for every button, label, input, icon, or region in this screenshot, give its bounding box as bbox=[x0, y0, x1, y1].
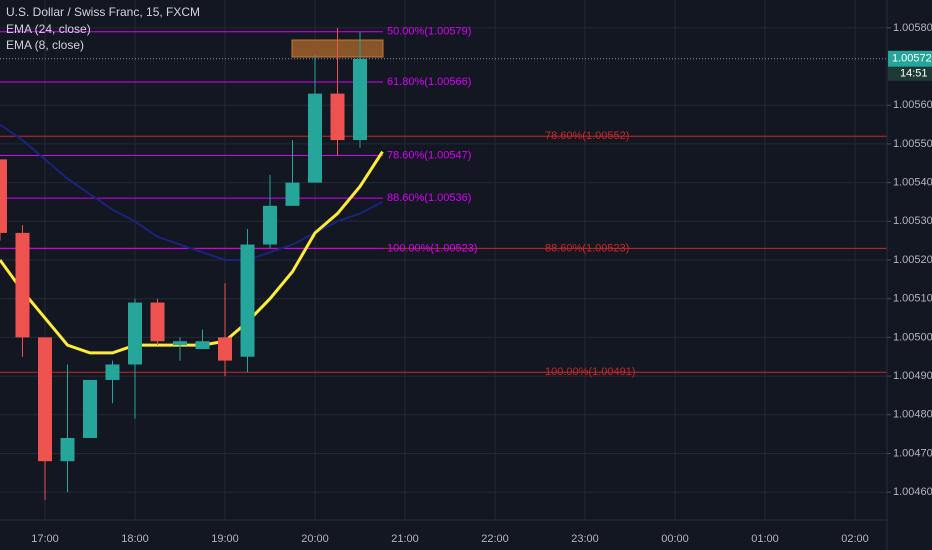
candle-body bbox=[60, 437, 75, 462]
fib-level-label: 88.60%(1.00536) bbox=[387, 192, 471, 204]
countdown-label: 14:51 bbox=[900, 68, 928, 80]
x-tick-label: 18:00 bbox=[121, 533, 149, 545]
y-tick-label: 1.00530 bbox=[893, 215, 932, 227]
x-tick-label: 23:00 bbox=[571, 533, 599, 545]
fib-level-label: 88.60%(1.00523) bbox=[545, 242, 629, 254]
x-tick-label: 01:00 bbox=[751, 533, 779, 545]
candle-body bbox=[285, 182, 300, 206]
candle-body bbox=[173, 341, 187, 346]
fib-level-label: 61.80%(1.00566) bbox=[387, 76, 471, 88]
overlay: 78.60%(1.00552) 88.60%(1.00523) 100.00%(1.… bbox=[387, 26, 932, 378]
fib-level-label: 100.00%(1.00491) bbox=[545, 366, 636, 378]
y-tick-label: 1.00480 bbox=[893, 409, 932, 421]
x-tick-label: 20:00 bbox=[301, 533, 329, 545]
candle-body bbox=[308, 93, 322, 183]
legend-entry: EMA (24, close) bbox=[6, 22, 91, 36]
ema-line bbox=[0, 150, 384, 355]
y-tick-label: 1.00550 bbox=[893, 138, 932, 150]
y-tick-label: 1.00500 bbox=[893, 331, 932, 343]
candle-body bbox=[128, 302, 142, 365]
y-tick-label: 1.00510 bbox=[893, 293, 932, 305]
candle-body bbox=[263, 205, 277, 245]
candle-body bbox=[83, 379, 97, 438]
x-tick-label: 02:00 bbox=[841, 533, 869, 545]
y-tick-label: 1.00540 bbox=[893, 177, 932, 189]
x-tick-label: 19:00 bbox=[211, 533, 239, 545]
candle-body bbox=[15, 232, 30, 338]
candle-body bbox=[240, 244, 255, 357]
chart-title: U.S. Dollar / Swiss Franc, 15, FXCM bbox=[6, 5, 200, 19]
y-tick-label: 1.00460 bbox=[893, 486, 932, 498]
x-tick-label: 22:00 bbox=[481, 533, 509, 545]
last-price-label: 1.00572 bbox=[892, 53, 932, 65]
ema-lines bbox=[0, 123, 384, 355]
candle-body bbox=[195, 341, 210, 349]
fib-level-label: 100.00%(1.00523) bbox=[387, 242, 478, 254]
candle-body bbox=[150, 302, 165, 342]
candle-body bbox=[0, 159, 7, 233]
x-tick-label: 17:00 bbox=[31, 533, 59, 545]
last-price-badge bbox=[888, 50, 932, 67]
legend-entry: EMA (8, close) bbox=[6, 38, 84, 52]
fib-level-label: 50.00%(1.00579) bbox=[387, 26, 471, 38]
y-tick-label: 1.00470 bbox=[893, 447, 932, 459]
fib-level-label: 78.60%(1.00547) bbox=[387, 149, 471, 161]
candle-body bbox=[38, 337, 52, 462]
x-tick-label: 00:00 bbox=[661, 533, 689, 545]
y-tick-label: 1.00580 bbox=[893, 22, 932, 34]
candles bbox=[0, 27, 367, 500]
candle-body bbox=[105, 364, 120, 380]
y-tick-label: 1.00560 bbox=[893, 99, 932, 111]
x-tick-label: 21:00 bbox=[391, 533, 419, 545]
countdown-badge bbox=[888, 66, 932, 81]
candle-body bbox=[353, 58, 367, 141]
candle-body bbox=[218, 337, 232, 361]
y-tick-label: 1.00490 bbox=[893, 370, 932, 382]
fib-levels bbox=[0, 31, 887, 373]
y-tick-label: 1.00520 bbox=[893, 254, 932, 266]
candle-body bbox=[330, 93, 345, 141]
fib-level-label: 78.60%(1.00552) bbox=[545, 130, 629, 142]
